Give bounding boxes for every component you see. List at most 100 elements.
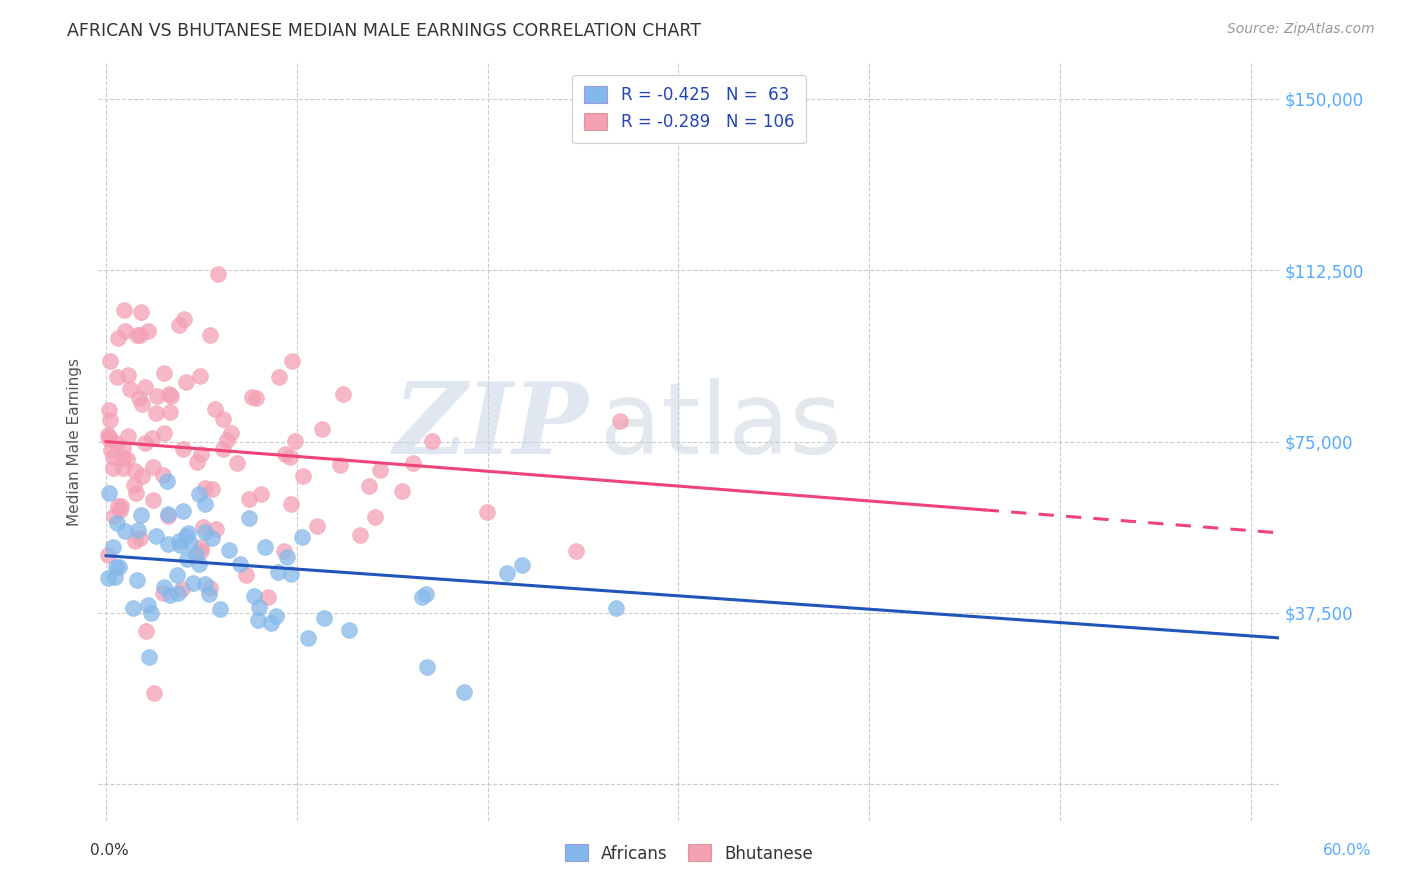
Point <box>112 442 135 456</box>
Point <box>156 474 179 488</box>
Point <box>422 434 444 449</box>
Point <box>194 577 217 591</box>
Point <box>311 422 333 436</box>
Text: 0.0%: 0.0% <box>90 843 129 857</box>
Point <box>145 529 167 543</box>
Point <box>136 324 159 338</box>
Point <box>145 389 167 403</box>
Point <box>159 405 181 419</box>
Point <box>246 613 269 627</box>
Point <box>181 575 204 590</box>
Text: 60.0%: 60.0% <box>1323 843 1371 857</box>
Point <box>97 403 120 417</box>
Point <box>191 519 214 533</box>
Point <box>186 455 208 469</box>
Point <box>205 522 228 536</box>
Point <box>416 660 439 674</box>
Point <box>97 432 120 446</box>
Text: ZIP: ZIP <box>394 378 589 475</box>
Point <box>264 609 287 624</box>
Point <box>124 533 146 548</box>
Point <box>105 436 128 450</box>
Point <box>105 516 128 531</box>
Point <box>337 623 360 637</box>
Point <box>169 538 191 552</box>
Point <box>190 540 212 554</box>
Text: AFRICAN VS BHUTANESE MEDIAN MALE EARNINGS CORRELATION CHART: AFRICAN VS BHUTANESE MEDIAN MALE EARNING… <box>67 22 702 40</box>
Point <box>166 568 188 582</box>
Point <box>281 354 304 368</box>
Point <box>269 369 291 384</box>
Point <box>201 531 224 545</box>
Point <box>145 406 167 420</box>
Point <box>200 581 222 595</box>
Point <box>475 505 498 519</box>
Point <box>190 446 212 460</box>
Point <box>332 386 354 401</box>
Point <box>218 542 240 557</box>
Point <box>125 574 148 588</box>
Point <box>153 580 176 594</box>
Point <box>194 524 217 539</box>
Point <box>141 431 163 445</box>
Point <box>284 434 307 449</box>
Point <box>141 607 163 621</box>
Point <box>260 616 283 631</box>
Point <box>204 402 226 417</box>
Point <box>129 305 152 319</box>
Point <box>98 354 121 368</box>
Point <box>115 452 138 467</box>
Point <box>415 586 437 600</box>
Point <box>194 481 217 495</box>
Point <box>107 500 129 514</box>
Point <box>153 367 176 381</box>
Point <box>103 540 125 554</box>
Point <box>254 540 277 554</box>
Point <box>157 508 180 522</box>
Point <box>156 508 179 523</box>
Point <box>609 414 631 428</box>
Point <box>117 368 139 382</box>
Point <box>134 436 156 450</box>
Point <box>242 590 264 604</box>
Point <box>100 443 122 458</box>
Point <box>280 566 302 581</box>
Point <box>565 543 588 558</box>
Point <box>225 456 247 470</box>
Point <box>212 442 235 457</box>
Point <box>104 570 127 584</box>
Point <box>142 493 165 508</box>
Point <box>101 450 124 464</box>
Point <box>179 536 201 550</box>
Point <box>105 370 128 384</box>
Point <box>235 568 257 582</box>
Point <box>134 380 156 394</box>
Point <box>605 600 627 615</box>
Point <box>194 497 217 511</box>
Point <box>124 464 146 478</box>
Point <box>97 427 120 442</box>
Point <box>138 650 160 665</box>
Point <box>143 686 166 700</box>
Point <box>103 508 125 523</box>
Point <box>128 391 150 405</box>
Point <box>101 461 124 475</box>
Point <box>110 499 132 513</box>
Point <box>127 523 149 537</box>
Point <box>97 548 120 562</box>
Point <box>152 468 174 483</box>
Point <box>136 598 159 612</box>
Point <box>125 486 148 500</box>
Point <box>172 442 194 456</box>
Point <box>278 450 301 464</box>
Point <box>229 557 252 571</box>
Point <box>276 549 298 564</box>
Point <box>117 428 139 442</box>
Point <box>170 582 193 596</box>
Point <box>159 589 181 603</box>
Legend: Africans, Bhutanese: Africans, Bhutanese <box>558 838 820 869</box>
Point <box>172 504 194 518</box>
Point <box>201 483 224 497</box>
Y-axis label: Median Male Earnings: Median Male Earnings <box>67 358 83 525</box>
Point <box>98 430 121 444</box>
